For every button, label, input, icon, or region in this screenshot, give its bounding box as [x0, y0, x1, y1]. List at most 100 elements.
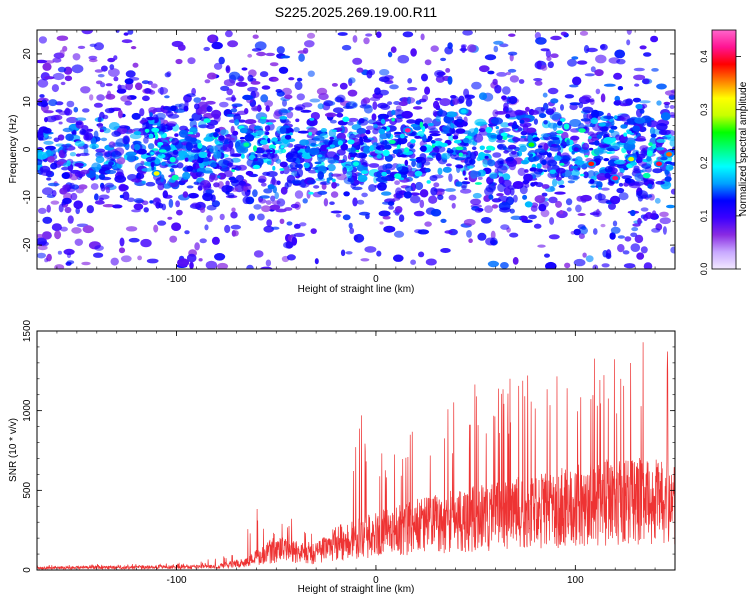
heatmap-cell	[562, 154, 572, 161]
heatmap-cell	[543, 120, 548, 125]
heatmap-cell	[286, 111, 294, 119]
heatmap-cell	[299, 139, 310, 146]
heatmap-cell	[136, 148, 147, 155]
heatmap-cell	[264, 100, 273, 108]
heatmap-cell	[265, 149, 273, 153]
heatmap-cell	[120, 255, 132, 263]
heatmap-hotspot	[588, 161, 595, 167]
heatmap-cell	[158, 131, 164, 136]
heatmap-cell	[505, 113, 511, 119]
heatmap-cell	[540, 209, 550, 218]
heatmap-cell	[332, 107, 344, 114]
heatmap-cell	[63, 108, 73, 116]
heatmap-cell	[114, 175, 127, 183]
heatmap-cell	[508, 144, 517, 150]
heatmap-cell	[385, 169, 391, 175]
heatmap-cell	[259, 195, 270, 199]
heatmap-cell	[202, 170, 214, 174]
heatmap-cell	[550, 53, 559, 58]
heatmap-cell	[146, 116, 155, 121]
heatmap-cell	[432, 110, 437, 117]
heatmap-cell	[299, 222, 307, 227]
heatmap-cell	[253, 158, 258, 162]
heatmap-cell	[490, 230, 496, 240]
heatmap-cell	[50, 200, 60, 205]
heatmap-cell	[520, 135, 527, 139]
y-tick-label: -10	[22, 190, 33, 205]
heatmap-cell	[347, 89, 358, 97]
heatmap-cell	[43, 140, 54, 145]
heatmap-cell	[636, 135, 646, 141]
heatmap-cell	[314, 161, 322, 165]
heatmap-cell	[177, 258, 190, 267]
heatmap-cell	[580, 118, 591, 122]
heatmap-cell	[496, 139, 506, 143]
heatmap-cell	[631, 227, 639, 232]
heatmap-cell	[252, 164, 261, 170]
heatmap-cell	[72, 53, 81, 61]
heatmap-cell	[630, 232, 638, 238]
heatmap-cell	[496, 165, 508, 174]
heatmap-cell	[407, 171, 416, 177]
heatmap-cell	[89, 143, 99, 149]
heatmap-cell	[362, 162, 370, 167]
heatmap-cell	[559, 162, 565, 166]
heatmap-cell	[71, 227, 82, 234]
heatmap-cell	[227, 40, 239, 48]
heatmap-cell	[640, 207, 649, 212]
heatmap-cell	[186, 253, 197, 263]
heatmap-cell	[645, 166, 652, 173]
heatmap-cell	[379, 69, 390, 76]
heatmap-cell	[91, 162, 102, 171]
heatmap-cell	[476, 156, 482, 162]
heatmap-cell	[213, 113, 220, 120]
heatmap-cell	[216, 262, 229, 269]
heatmap-cell	[100, 137, 108, 142]
heatmap-cell	[410, 195, 421, 204]
heatmap-cell	[127, 30, 134, 35]
heatmap-cell	[548, 234, 560, 240]
heatmap-cell	[148, 107, 158, 114]
heatmap-cell	[410, 123, 419, 128]
heatmap-cell	[460, 44, 467, 48]
heatmap-cell	[468, 238, 473, 243]
heatmap-cell	[455, 181, 463, 187]
heatmap-cell	[409, 192, 421, 196]
heatmap-cell	[457, 116, 463, 123]
heatmap-cell	[239, 136, 245, 140]
heatmap-cell	[582, 252, 587, 258]
heatmap-cell	[610, 226, 621, 234]
heatmap-cell	[58, 121, 63, 125]
heatmap-cell	[555, 200, 562, 208]
heatmap-cell	[37, 151, 48, 160]
heatmap-cell	[519, 185, 528, 195]
heatmap-cell	[54, 264, 65, 269]
heatmap-cell	[646, 194, 653, 198]
heatmap-cell	[116, 157, 126, 165]
heatmap-cell	[650, 35, 659, 43]
heatmap-cell	[489, 172, 498, 180]
heatmap-cell	[373, 123, 378, 129]
heatmap-cell	[464, 94, 471, 101]
heatmap-cell	[203, 136, 214, 142]
heatmap-cell	[479, 65, 490, 73]
heatmap-cell	[440, 57, 447, 62]
heatmap-cell	[164, 72, 171, 78]
heatmap-cell	[112, 204, 123, 209]
heatmap-cell	[578, 128, 586, 133]
heatmap-cell	[275, 89, 283, 93]
heatmap-cell	[280, 186, 288, 195]
heatmap-cell	[150, 83, 158, 89]
heatmap-cell	[348, 222, 353, 229]
heatmap-cell	[363, 145, 371, 154]
heatmap-cell	[56, 35, 69, 41]
heatmap-cell	[81, 261, 91, 266]
heatmap-y-label: Frequency (Hz)	[8, 115, 19, 184]
heatmap-cell	[345, 251, 353, 255]
heatmap-cell	[121, 39, 133, 44]
heatmap-cell	[278, 66, 289, 74]
heatmap-cell	[62, 45, 68, 52]
y-tick-label: 1000	[22, 399, 33, 422]
heatmap-cell	[556, 130, 564, 134]
